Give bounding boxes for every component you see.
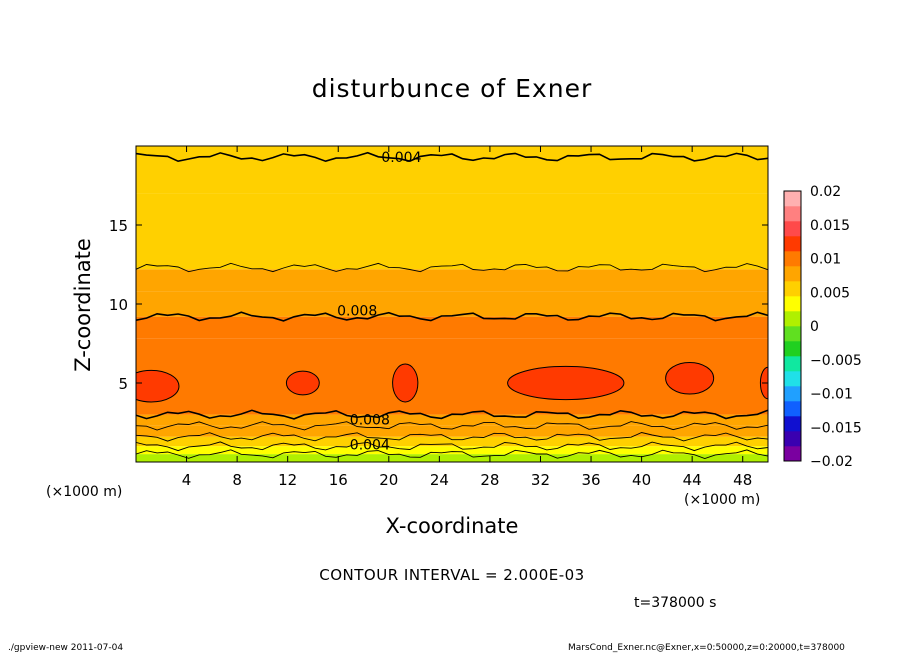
contour-interval: CONTOUR INTERVAL = 2.000E-03: [319, 566, 585, 584]
x-unit-label-right: (×1000 m): [684, 492, 761, 508]
contour-line-3: [136, 421, 768, 431]
colorbar-swatch: [784, 191, 801, 207]
x-axis-label: X-coordinate: [385, 514, 519, 538]
colorbar-tick-label: −0.02: [810, 454, 853, 470]
colorbar-swatch: [784, 206, 801, 222]
contour-band-10: [136, 146, 768, 194]
contour-line-0: [136, 449, 768, 459]
colorbar-swatch: [784, 221, 801, 237]
contour-band-6: [136, 316, 768, 339]
contour-band-5: [136, 338, 768, 415]
contour-label-3: 0.004: [350, 438, 390, 454]
x-tick-label: 8: [232, 471, 242, 489]
x-tick-label: 28: [480, 471, 499, 489]
colorbar-frame: [783, 190, 802, 462]
x-tick-label: 32: [531, 471, 550, 489]
contour-line-5: [136, 311, 768, 322]
colorbar-swatch: [784, 371, 801, 387]
high-region-1: [285, 370, 320, 396]
high-region-3: [507, 365, 625, 401]
colorbar-swatch: [784, 236, 801, 252]
high-region-0: [136, 369, 180, 403]
contour-line-1: [136, 441, 768, 452]
high-region-2: [392, 363, 419, 403]
colorbar-swatch: [784, 311, 801, 327]
colorbar-swatch: [784, 251, 801, 267]
x-tick-label: 12: [278, 471, 297, 489]
colorbar-tick-label: −0.015: [810, 420, 862, 436]
x-tick-label: 40: [632, 471, 651, 489]
colorbar-swatch: [784, 281, 801, 297]
colorbar-swatch: [784, 431, 801, 447]
high-region-4: [665, 361, 715, 395]
contour-label-1: 0.008: [337, 303, 377, 319]
x-tick-label: 24: [430, 471, 449, 489]
x-unit-label-left: (×1000 m): [46, 484, 123, 500]
contour-band-2: [136, 436, 768, 447]
colorbar-swatch: [784, 416, 801, 432]
colorbar-tick-label: 0.01: [810, 252, 841, 268]
colorbar-tick-label: 0: [810, 319, 819, 335]
contour-line-4: [136, 409, 768, 420]
footer-left: ./gpview-new 2011-07-04: [8, 643, 124, 653]
colorbar-tick-label: 0.02: [810, 184, 841, 200]
colorbar-tick-label: −0.005: [810, 353, 862, 369]
x-tick-label: 44: [683, 471, 702, 489]
colorbar-swatch: [784, 266, 801, 282]
colorbar-swatch: [784, 446, 801, 462]
y-tick-label: 5: [118, 375, 128, 393]
contour-band-0: [136, 454, 768, 462]
colorbar-tick-label: 0.005: [810, 285, 850, 301]
contour-label-2: 0.008: [350, 412, 390, 428]
chart-title: disturbunce of Exner: [311, 74, 593, 103]
contour-line-2: [136, 432, 768, 442]
contour-line-7: [136, 151, 768, 163]
colorbar-swatch: [784, 341, 801, 357]
colorbar-swatch: [784, 326, 801, 342]
x-tick-label: 20: [379, 471, 398, 489]
y-tick-label: 10: [109, 296, 128, 314]
colorbar-swatch: [784, 356, 801, 372]
colorbar-tick-label: −0.01: [810, 387, 853, 403]
contour-band-1: [136, 446, 768, 455]
x-tick-label: 4: [182, 471, 192, 489]
contour-band-8: [136, 269, 768, 292]
x-tick-label: 48: [733, 471, 752, 489]
colorbar-swatch: [784, 401, 801, 417]
contour-band-9: [136, 193, 768, 270]
contour-label-0: 0.004: [381, 150, 421, 166]
time-stamp: t=378000 s: [634, 595, 717, 611]
colorbar-tick-label: 0.015: [810, 218, 850, 234]
colorbar-swatch: [784, 386, 801, 402]
y-axis-label: Z-coordinate: [71, 238, 95, 372]
contour-band-3: [136, 425, 768, 437]
footer-right: MarsCond_Exner.nc@Exner,x=0:50000,z=0:20…: [568, 643, 845, 653]
contour-band-4: [136, 414, 768, 426]
colorbar-swatch: [784, 296, 801, 312]
contour-line-6: [136, 262, 768, 273]
y-tick-label: 15: [109, 217, 128, 235]
x-tick-label: 36: [581, 471, 600, 489]
x-tick-label: 16: [329, 471, 348, 489]
